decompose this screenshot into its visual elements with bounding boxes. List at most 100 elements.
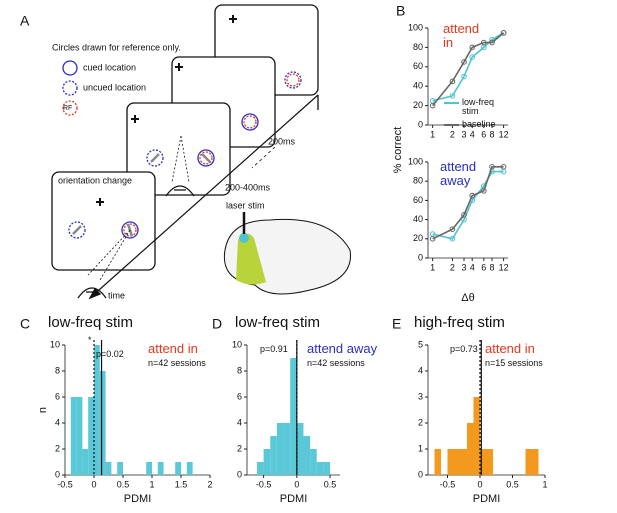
- annotation: p=0.91: [260, 344, 288, 354]
- y-tick-label: 0: [418, 469, 423, 479]
- data-point: [481, 39, 487, 46]
- y-tick-label: 40: [413, 81, 423, 91]
- x-axis-label: PDMI: [280, 493, 308, 505]
- bar: [486, 449, 493, 475]
- y-tick-label: 3: [418, 391, 423, 401]
- y-axis-label: n: [37, 407, 49, 413]
- y-tick-label: 10: [50, 339, 60, 349]
- annotation: attend away: [440, 159, 477, 188]
- annotation: n=42 sessions: [148, 358, 206, 368]
- diagram-note: Circles drawn for reference only.: [52, 42, 181, 52]
- y-tick-label: 2: [237, 443, 242, 453]
- annotation: attend in: [148, 341, 198, 356]
- x-tick-label: 12: [499, 262, 509, 272]
- bar: [434, 449, 441, 475]
- bar: [105, 462, 112, 475]
- data-point: [489, 164, 495, 170]
- bar: [175, 462, 181, 475]
- y-tick-label: 6: [237, 391, 242, 401]
- y-tick-label: 0: [418, 252, 423, 262]
- x-tick-label: 1: [542, 479, 547, 489]
- diagram-legend: cued location: [83, 62, 136, 72]
- bar: [310, 449, 317, 475]
- y-tick-label: 4: [55, 417, 60, 427]
- data-point: [461, 73, 467, 80]
- x-tick-label: 8: [490, 262, 495, 272]
- y-tick-label: 80: [413, 42, 423, 52]
- legend-label: baseline: [462, 119, 496, 129]
- chart-title: low-freq stim: [235, 314, 320, 331]
- bar: [276, 423, 284, 475]
- x-tick-label: 3: [462, 129, 467, 139]
- annotation: p=0.73: [450, 344, 478, 354]
- panel-label: B: [396, 3, 405, 19]
- y-tick-label: 8: [237, 365, 242, 375]
- bar: [473, 397, 480, 475]
- x-tick-label: 0.5: [506, 479, 519, 489]
- data-point: [449, 236, 456, 242]
- bar: [532, 449, 539, 475]
- bar: [525, 449, 532, 475]
- chart-title: high-freq stim: [414, 314, 505, 331]
- x-axis-label: PDMI: [124, 493, 152, 505]
- series-line: [432, 170, 504, 240]
- bar: [454, 449, 461, 475]
- bar: [88, 397, 94, 475]
- bar: [70, 397, 77, 475]
- series-line: [432, 32, 505, 107]
- x-tick-label: 4: [470, 129, 475, 139]
- y-tick-label: 0: [237, 469, 242, 479]
- x-axis-label: Δθ: [461, 292, 474, 304]
- series-line: [432, 32, 505, 102]
- diagram: [51, 4, 351, 300]
- x-tick-label: 1: [149, 479, 154, 489]
- annotation: attend away: [307, 341, 378, 356]
- panel-label: C: [20, 316, 30, 332]
- x-tick-label: 1: [430, 129, 435, 139]
- x-tick-label: -0.5: [57, 479, 73, 489]
- annotation: p=0.02: [96, 349, 124, 359]
- y-tick-label: 4: [237, 417, 242, 427]
- y-tick-label: 40: [413, 214, 423, 224]
- x-tick-label: 6: [481, 262, 486, 272]
- bar: [157, 462, 164, 475]
- x-tick-label: 6: [481, 129, 486, 139]
- annotation: attend in: [443, 21, 480, 50]
- bar: [146, 462, 152, 475]
- data-point: [429, 236, 436, 242]
- annotation: n=42 sessions: [307, 358, 365, 368]
- bar: [447, 449, 454, 475]
- bar: [94, 345, 100, 475]
- series-line: [432, 166, 504, 240]
- x-tick-label: 2: [207, 479, 212, 489]
- bar: [117, 462, 123, 475]
- screen-label: orientation change: [58, 175, 132, 185]
- interval-label: 200-400ms: [225, 182, 271, 192]
- data-point: [461, 59, 467, 65]
- y-tick-label: 2: [418, 417, 423, 427]
- y-tick-label: 10: [232, 339, 242, 349]
- y-tick-label: 5: [418, 339, 423, 349]
- bar: [186, 462, 193, 475]
- data-point: [449, 93, 456, 99]
- x-tick-label: -0.5: [256, 479, 272, 489]
- data-point: [449, 78, 456, 85]
- x-tick-label: 1.5: [175, 479, 188, 489]
- bar: [76, 397, 83, 475]
- x-tick-label: 2: [450, 129, 455, 139]
- y-tick-label: 20: [413, 100, 423, 110]
- panel-label: D: [212, 316, 222, 332]
- panel-label: A: [20, 13, 30, 29]
- x-tick-label: 0.5: [117, 479, 130, 489]
- x-tick-label: 8: [490, 129, 495, 139]
- x-tick-label: 1: [430, 262, 435, 272]
- y-tick-label: 2: [55, 443, 60, 453]
- x-tick-label: 2: [450, 262, 455, 272]
- bar: [99, 371, 106, 475]
- laser-label: laser stim: [226, 200, 265, 210]
- bar: [303, 436, 311, 475]
- panel-label: E: [392, 316, 401, 332]
- y-tick-label: 6: [55, 391, 60, 401]
